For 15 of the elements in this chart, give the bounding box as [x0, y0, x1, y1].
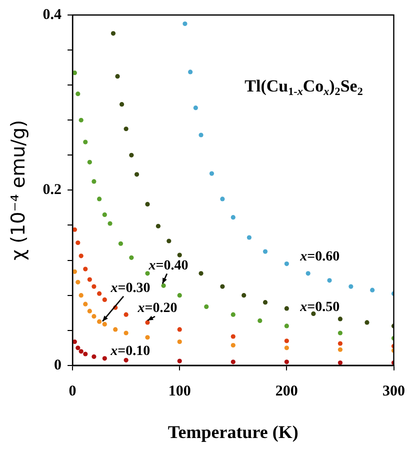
x-tick-label: 300 [382, 383, 405, 400]
annotation: x=0.40 [148, 258, 188, 274]
x-tick-label: 200 [275, 383, 298, 400]
y-tick-label: 0.4 [42, 6, 62, 23]
annotation: x=0.60 [299, 249, 340, 264]
x-tick-label: 100 [168, 383, 191, 400]
annotation: x=0.20 [136, 301, 178, 316]
y-axis-title: χ (10⁻⁴ emu/g) [7, 120, 30, 260]
x-axis-title: Temperature (K) [168, 422, 298, 442]
annotation: x=0.10 [110, 344, 150, 359]
y-tick-label: 0.2 [42, 182, 62, 198]
annotation: x=0.50 [299, 300, 340, 316]
x-tick-label: 0 [68, 383, 76, 400]
annotation: x=0.30 [110, 280, 150, 296]
y-tick-label: 0 [54, 357, 62, 374]
